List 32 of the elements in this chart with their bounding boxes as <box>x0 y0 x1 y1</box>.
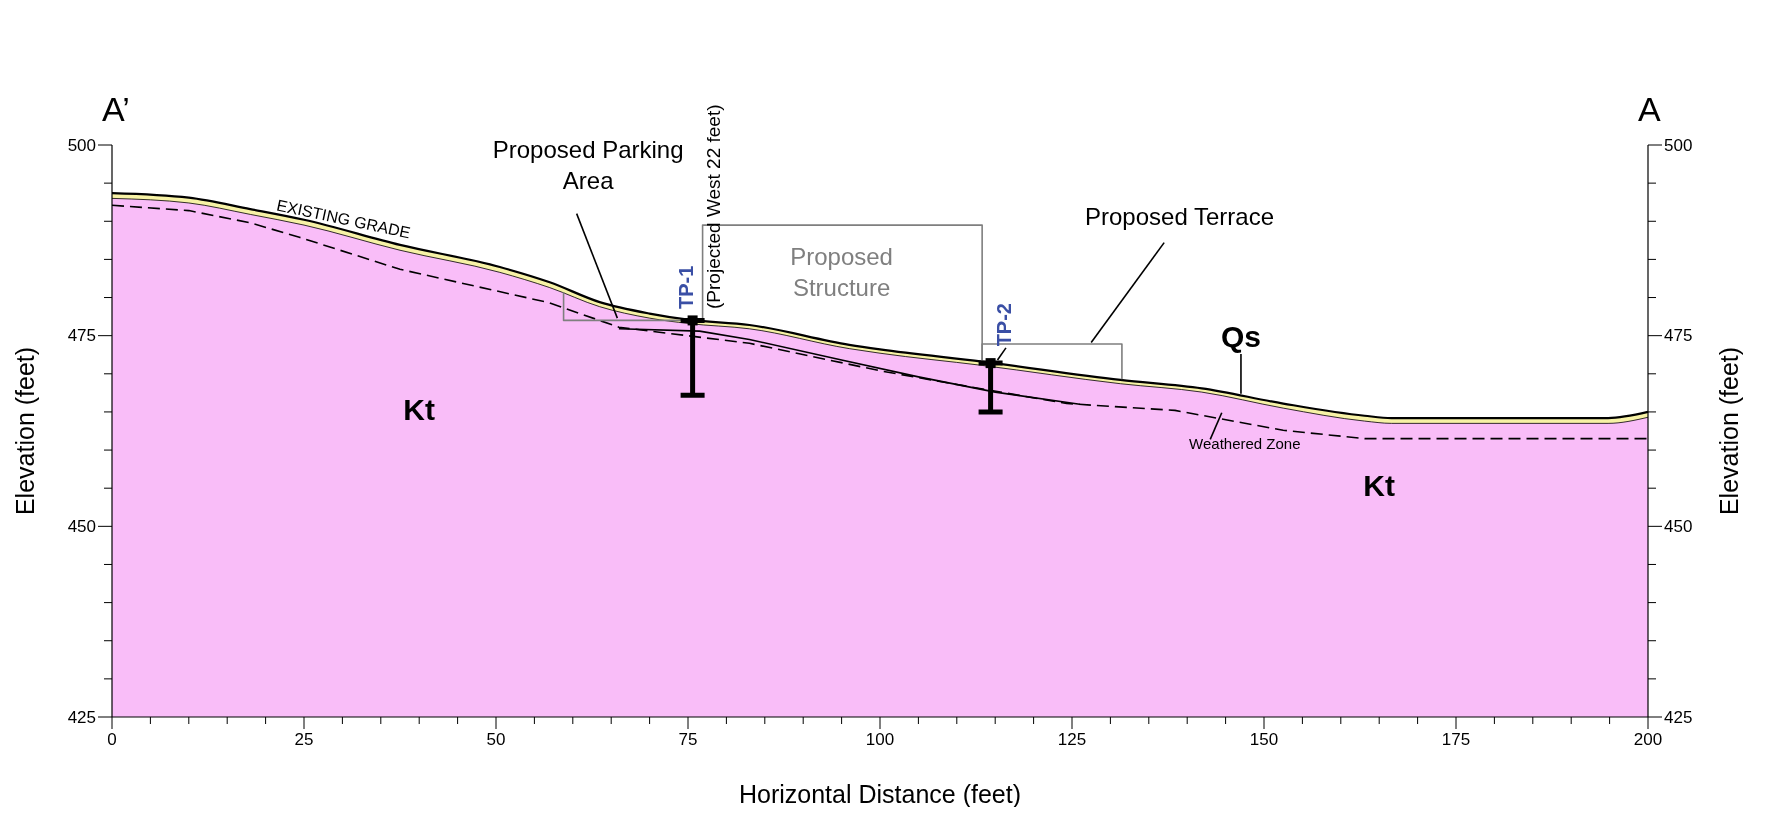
legend-label: Weathered Zone <box>1189 434 1301 452</box>
x-tick-label: 125 <box>1057 730 1087 749</box>
text: Proposed Terrace <box>1085 203 1275 231</box>
y-tick-label: 425 <box>67 707 96 727</box>
y2-tick-label: 500 <box>1664 135 1693 155</box>
x-tick-label: 200 <box>1633 730 1663 749</box>
y2-axis-title: Elevation (feet) <box>1715 346 1743 516</box>
x-tick-label: 50 <box>486 730 506 749</box>
x-tick-label: 175 <box>1441 730 1471 749</box>
y2-tick-label: 450 <box>1664 516 1693 536</box>
y-tick-label: 500 <box>67 135 96 155</box>
x-tick-label: 25 <box>294 730 314 749</box>
series-label: Qs <box>1220 320 1261 354</box>
text: A’ <box>102 90 130 128</box>
x-tick-label: 75 <box>678 730 698 749</box>
x-tick-label: 0 <box>107 730 117 749</box>
y-axis-title: Elevation (feet) <box>11 346 39 516</box>
annotation: Kt <box>1363 468 1396 502</box>
x-tick-label: 100 <box>865 730 895 749</box>
series-label: Kt <box>403 392 436 426</box>
series-label: Proposed Structure <box>790 242 893 301</box>
text: A <box>1638 90 1661 128</box>
text: Proposed Parking Area <box>492 135 684 195</box>
y-tick-label: 475 <box>67 326 96 346</box>
text: TP-2 <box>993 303 1016 347</box>
y-tick-label: 450 <box>67 516 96 536</box>
y2-tick-label: 425 <box>1664 707 1693 727</box>
text: TP-1 <box>675 265 698 309</box>
annotation: (Projected West 22 feet) <box>702 104 724 309</box>
x-tick-label: 150 <box>1249 730 1279 749</box>
annotation: EXISTING GRADE <box>275 196 412 242</box>
y2-tick-label: 475 <box>1664 326 1693 346</box>
